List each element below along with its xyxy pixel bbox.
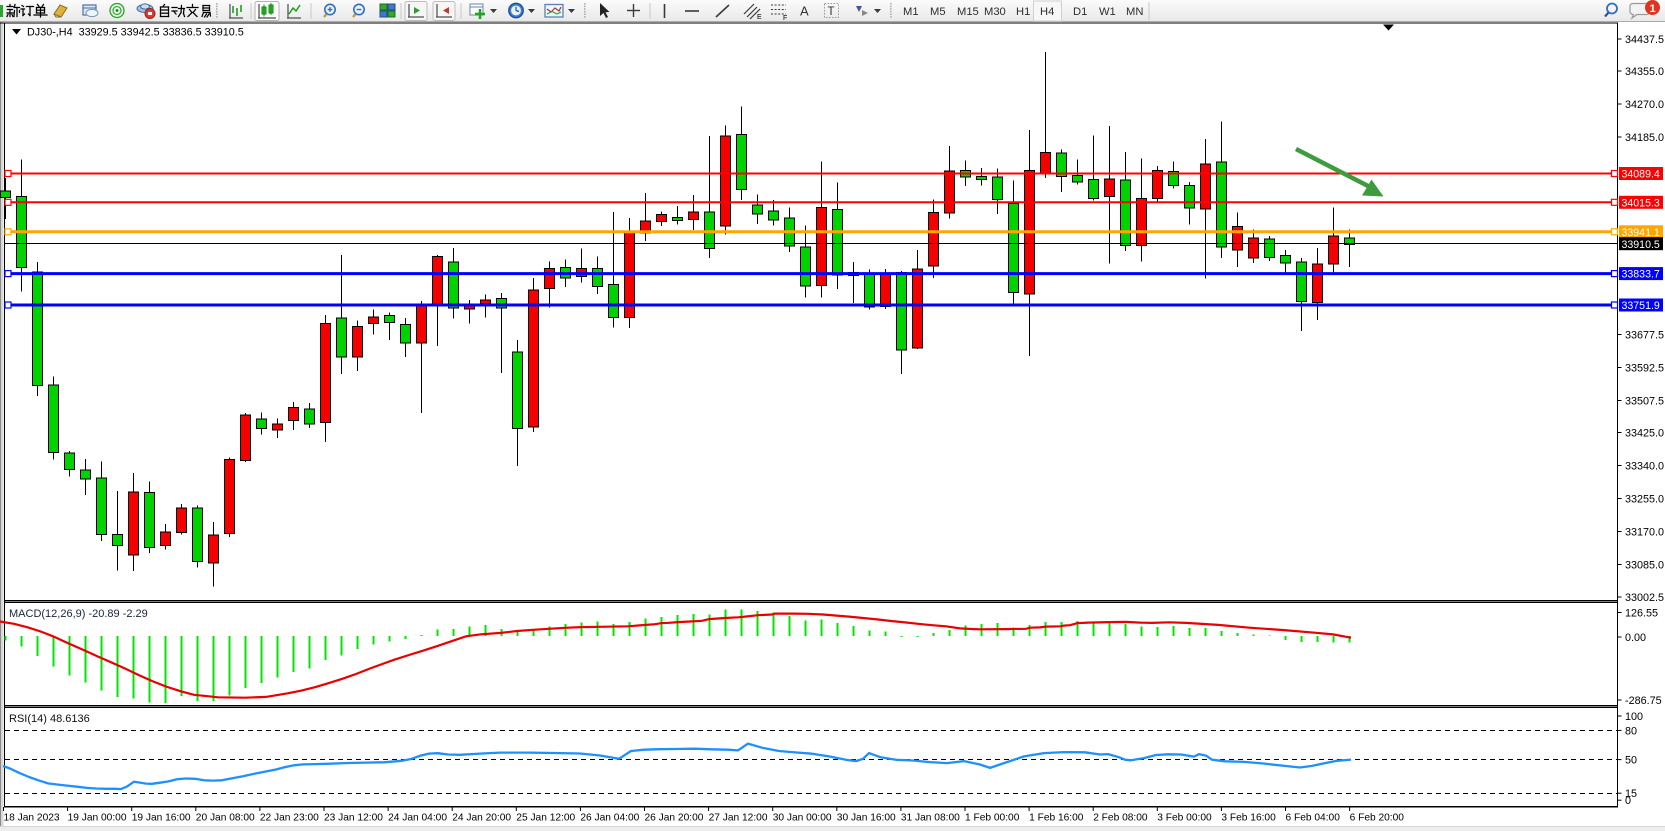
svg-text:34185.0: 34185.0 xyxy=(1625,132,1664,144)
svg-text:30 Jan 16:00: 30 Jan 16:00 xyxy=(837,813,896,824)
svg-text:E: E xyxy=(757,14,762,21)
svg-text:33255.0: 33255.0 xyxy=(1625,494,1664,506)
svg-text:3 Feb 00:00: 3 Feb 00:00 xyxy=(1157,813,1212,824)
svg-text:2 Feb 08:00: 2 Feb 08:00 xyxy=(1093,813,1148,824)
svg-text:26 Jan 20:00: 26 Jan 20:00 xyxy=(645,813,704,824)
svg-text:W1: W1 xyxy=(1099,6,1116,18)
svg-text:1 Feb 16:00: 1 Feb 16:00 xyxy=(1029,813,1084,824)
svg-text:3 Feb 16:00: 3 Feb 16:00 xyxy=(1221,813,1276,824)
svg-text:F: F xyxy=(783,15,787,22)
svg-text:23 Jan 12:00: 23 Jan 12:00 xyxy=(324,813,383,824)
svg-text:33085.0: 33085.0 xyxy=(1625,560,1664,572)
svg-text:100: 100 xyxy=(1625,711,1643,723)
svg-text:MN: MN xyxy=(1126,6,1143,18)
svg-text:19 Jan 16:00: 19 Jan 16:00 xyxy=(132,813,191,824)
svg-text:27 Jan 12:00: 27 Jan 12:00 xyxy=(709,813,768,824)
svg-text:19 Jan 00:00: 19 Jan 00:00 xyxy=(68,813,127,824)
svg-text:20 Jan 08:00: 20 Jan 08:00 xyxy=(196,813,255,824)
svg-text:33425.0: 33425.0 xyxy=(1625,428,1664,440)
svg-text:31 Jan 08:00: 31 Jan 08:00 xyxy=(901,813,960,824)
svg-text:33677.5: 33677.5 xyxy=(1625,330,1664,342)
svg-text:80: 80 xyxy=(1625,725,1637,737)
svg-text:33340.0: 33340.0 xyxy=(1625,461,1664,473)
svg-text:24 Jan 04:00: 24 Jan 04:00 xyxy=(388,813,447,824)
svg-text:30 Jan 00:00: 30 Jan 00:00 xyxy=(773,813,832,824)
svg-text:25 Jan 12:00: 25 Jan 12:00 xyxy=(516,813,575,824)
svg-text:15: 15 xyxy=(1625,788,1637,800)
svg-text:33592.5: 33592.5 xyxy=(1625,363,1664,375)
svg-text:50: 50 xyxy=(1625,755,1637,767)
svg-text:RSI(14) 48.6136: RSI(14) 48.6136 xyxy=(9,713,90,725)
svg-text:H4: H4 xyxy=(1040,6,1054,18)
svg-text:26 Jan 04:00: 26 Jan 04:00 xyxy=(580,813,639,824)
svg-text:H1: H1 xyxy=(1016,6,1030,18)
svg-text:1 Feb 00:00: 1 Feb 00:00 xyxy=(965,813,1020,824)
svg-text:33170.0: 33170.0 xyxy=(1625,527,1664,539)
svg-text:M1: M1 xyxy=(903,6,919,18)
svg-text:MACD(12,26,9) -20.89 -2.29: MACD(12,26,9) -20.89 -2.29 xyxy=(9,608,148,620)
svg-text:24 Jan 20:00: 24 Jan 20:00 xyxy=(452,813,511,824)
svg-text:33941.1: 33941.1 xyxy=(1622,227,1660,239)
svg-text:T: T xyxy=(828,6,835,18)
svg-text:0: 0 xyxy=(1625,795,1631,807)
svg-text:33002.5: 33002.5 xyxy=(1625,592,1664,604)
svg-text:34270.0: 34270.0 xyxy=(1625,99,1664,111)
svg-text:DJ30-,H4 33929.5 33942.5 3383: DJ30-,H4 33929.5 33942.5 33836.5 33910.5 xyxy=(27,27,244,39)
svg-text:M15: M15 xyxy=(957,6,979,18)
svg-text:6 Feb 04:00: 6 Feb 04:00 xyxy=(1286,813,1341,824)
svg-text:M5: M5 xyxy=(930,6,946,18)
svg-text:1: 1 xyxy=(1650,3,1656,15)
svg-text:-286.75: -286.75 xyxy=(1625,695,1662,707)
svg-text:34089.4: 34089.4 xyxy=(1622,169,1660,181)
svg-text:D1: D1 xyxy=(1073,6,1087,18)
svg-text:34015.3: 34015.3 xyxy=(1622,197,1660,209)
svg-text:22 Jan 23:00: 22 Jan 23:00 xyxy=(260,813,319,824)
svg-text:126.55: 126.55 xyxy=(1625,608,1658,620)
svg-text:M30: M30 xyxy=(984,6,1006,18)
svg-text:33910.5: 33910.5 xyxy=(1622,239,1660,251)
svg-text:33833.7: 33833.7 xyxy=(1622,269,1660,281)
svg-text:34437.5: 34437.5 xyxy=(1625,34,1664,46)
svg-text:6 Feb 20:00: 6 Feb 20:00 xyxy=(1350,813,1405,824)
svg-text:34355.0: 34355.0 xyxy=(1625,66,1664,78)
svg-text:0.00: 0.00 xyxy=(1625,632,1646,644)
svg-text:33507.5: 33507.5 xyxy=(1625,396,1664,408)
svg-text:33751.9: 33751.9 xyxy=(1622,300,1660,312)
svg-text:18 Jan 2023: 18 Jan 2023 xyxy=(4,813,60,824)
svg-text:A: A xyxy=(800,4,809,19)
